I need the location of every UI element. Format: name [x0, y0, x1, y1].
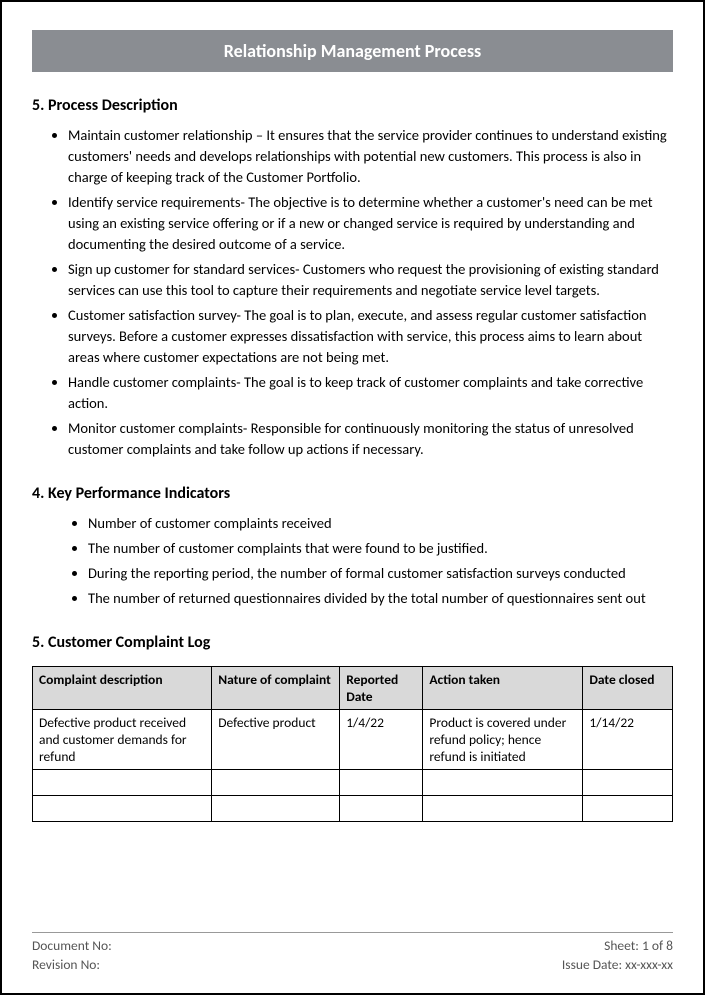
table-header-cell: Reported Date: [340, 667, 423, 710]
table-cell: [33, 770, 212, 796]
list-item: The number of returned questionnaires di…: [88, 588, 673, 609]
table-cell: [212, 770, 340, 796]
kpi-heading: 4. Key Performance Indicators: [32, 484, 673, 503]
table-cell: Defective product: [212, 710, 340, 770]
list-item: Handle customer complaints- The goal is …: [68, 372, 673, 414]
doc-no-label: Document No:: [32, 937, 112, 956]
table-row: [33, 770, 673, 796]
footer: Document No: Sheet: 1 of 8 Revision No: …: [32, 932, 673, 975]
table-cell: Product is covered under refund policy; …: [423, 710, 583, 770]
spacer: [32, 822, 673, 932]
list-item: Monitor customer complaints- Responsible…: [68, 418, 673, 460]
process-description-list: Maintain customer relationship – It ensu…: [32, 125, 673, 464]
table-header-cell: Action taken: [423, 667, 583, 710]
footer-row-1: Document No: Sheet: 1 of 8: [32, 937, 673, 956]
table-cell: [212, 796, 340, 822]
table-header-cell: Nature of complaint: [212, 667, 340, 710]
kpi-list: Number of customer complaints received T…: [32, 513, 673, 613]
table-cell: [423, 796, 583, 822]
process-description-heading: 5. Process Description: [32, 96, 673, 115]
table-cell: [583, 770, 673, 796]
table-header-cell: Date closed: [583, 667, 673, 710]
table-cell: [423, 770, 583, 796]
sheet-label: Sheet: 1 of 8: [604, 937, 673, 956]
complaint-log-table: Complaint description Nature of complain…: [32, 666, 673, 822]
complaint-log-heading: 5. Customer Complaint Log: [32, 633, 673, 652]
revision-no-label: Revision No:: [32, 956, 100, 975]
issue-date-label: Issue Date: xx-xxx-xx: [562, 956, 673, 975]
table-cell: 1/4/22: [340, 710, 423, 770]
table-cell: Defective product received and customer …: [33, 710, 212, 770]
table-header-cell: Complaint description: [33, 667, 212, 710]
table-cell: [583, 796, 673, 822]
footer-row-2: Revision No: Issue Date: xx-xxx-xx: [32, 956, 673, 975]
table-cell: [33, 796, 212, 822]
title-banner: Relationship Management Process: [32, 30, 673, 72]
list-item: Sign up customer for standard services- …: [68, 259, 673, 301]
list-item: Customer satisfaction survey- The goal i…: [68, 305, 673, 368]
table-cell: [340, 770, 423, 796]
list-item: The number of customer complaints that w…: [88, 538, 673, 559]
list-item: Maintain customer relationship – It ensu…: [68, 125, 673, 188]
table-cell: [340, 796, 423, 822]
table-row: [33, 796, 673, 822]
table-row: Defective product received and customer …: [33, 710, 673, 770]
table-cell: 1/14/22: [583, 710, 673, 770]
list-item: Number of customer complaints received: [88, 513, 673, 534]
list-item: Identify service requirements- The objec…: [68, 192, 673, 255]
list-item: During the reporting period, the number …: [88, 563, 673, 584]
table-header-row: Complaint description Nature of complain…: [33, 667, 673, 710]
